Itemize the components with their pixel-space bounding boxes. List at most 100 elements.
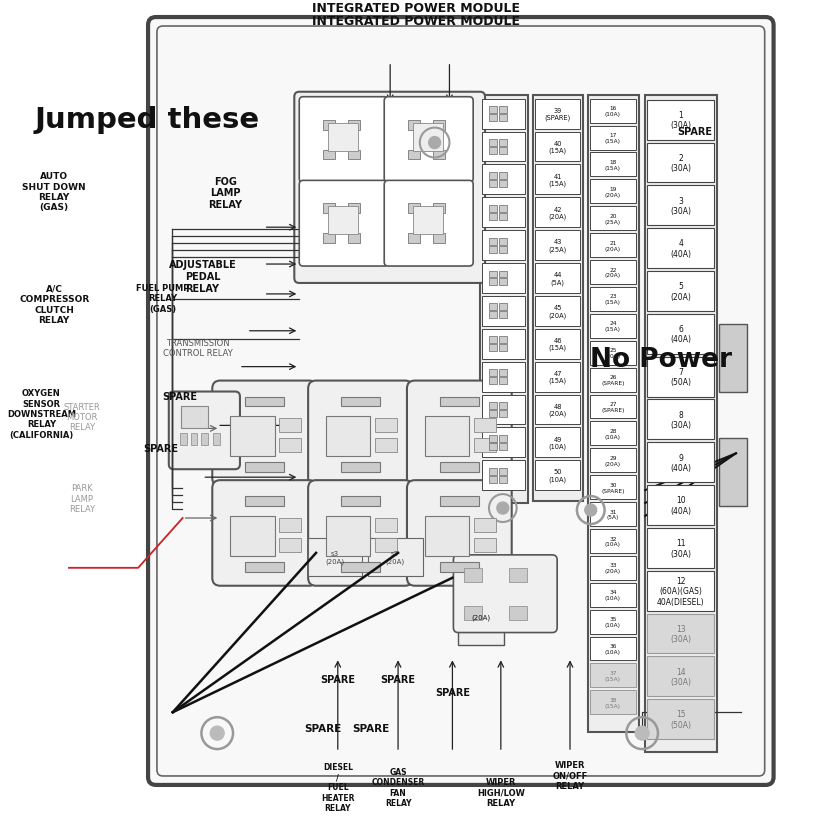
Bar (499, 214, 507, 220)
Bar (489, 140, 497, 147)
Bar (482, 133, 524, 162)
Bar (499, 140, 507, 147)
Bar (482, 395, 524, 425)
Bar (533, 96, 583, 501)
Text: INTEGRATED POWER MODULE: INTEGRATED POWER MODULE (312, 15, 520, 28)
Bar (489, 337, 497, 344)
Bar (464, 568, 482, 582)
Bar (535, 133, 580, 162)
Bar (647, 186, 714, 226)
Bar (589, 610, 636, 634)
Bar (489, 468, 497, 475)
Text: 41
(15A): 41 (15A) (548, 174, 566, 187)
FancyBboxPatch shape (212, 381, 317, 486)
Bar (647, 229, 714, 269)
Bar (328, 124, 358, 152)
Text: s2
(20A): s2 (20A) (386, 550, 404, 564)
Bar (588, 96, 640, 732)
Bar (499, 148, 507, 155)
Bar (589, 287, 636, 311)
Bar (408, 151, 420, 161)
Text: (20A): (20A) (472, 613, 491, 620)
Bar (408, 120, 420, 130)
Bar (647, 400, 714, 440)
FancyBboxPatch shape (454, 555, 557, 633)
FancyBboxPatch shape (308, 381, 413, 486)
Text: 11
(30A): 11 (30A) (670, 539, 691, 558)
Bar (279, 439, 301, 453)
Text: 5
(20A): 5 (20A) (670, 282, 691, 301)
Bar (489, 312, 497, 319)
Bar (535, 165, 580, 195)
Text: 45
(20A): 45 (20A) (548, 305, 567, 319)
Bar (245, 463, 284, 473)
Text: 13
(30A): 13 (30A) (670, 624, 691, 644)
Bar (348, 151, 359, 161)
Text: WIPER
HIGH/LOW
RELAY: WIPER HIGH/LOW RELAY (477, 777, 524, 807)
Bar (328, 207, 358, 235)
Bar (368, 538, 423, 576)
Bar (499, 369, 507, 377)
Text: 12
(60A)(GAS)
40A(DIESEL): 12 (60A)(GAS) 40A(DIESEL) (657, 576, 704, 606)
Bar (647, 657, 714, 696)
Text: 14
(30A): 14 (30A) (670, 667, 691, 686)
Bar (499, 206, 507, 212)
Circle shape (635, 726, 649, 740)
Bar (647, 486, 714, 525)
Bar (408, 204, 420, 214)
Text: 17
(15A): 17 (15A) (605, 133, 621, 144)
Bar (535, 198, 580, 228)
Bar (499, 468, 507, 475)
Bar (489, 271, 497, 278)
Text: SPARE: SPARE (677, 127, 713, 137)
Bar (245, 397, 284, 407)
Bar (489, 378, 497, 385)
Text: 15
(50A): 15 (50A) (670, 709, 691, 729)
Bar (535, 460, 580, 491)
Bar (719, 439, 747, 506)
Bar (482, 428, 524, 458)
Bar (432, 234, 445, 244)
Bar (323, 234, 335, 244)
Text: 22
(20A): 22 (20A) (605, 267, 621, 278)
Bar (589, 690, 636, 714)
Circle shape (429, 138, 441, 149)
Bar (489, 443, 497, 450)
Bar (589, 503, 636, 527)
Bar (509, 606, 527, 620)
Bar (647, 357, 714, 397)
Text: SPARE: SPARE (435, 687, 470, 698)
Text: OXYGEN
SENSOR
DOWNSTREAM
RELAY
(CALIFORNIA): OXYGEN SENSOR DOWNSTREAM RELAY (CALIFORN… (7, 389, 76, 439)
Bar (535, 395, 580, 425)
Text: 26
(SPARE): 26 (SPARE) (601, 375, 625, 386)
Text: 8
(30A): 8 (30A) (670, 410, 691, 430)
Text: Jumped these: Jumped these (34, 106, 259, 133)
Bar (326, 517, 371, 556)
Bar (489, 436, 497, 442)
Bar (535, 329, 580, 360)
Bar (432, 151, 445, 161)
Bar (589, 663, 636, 687)
Bar (245, 496, 284, 506)
Bar (589, 476, 636, 500)
Bar (489, 304, 497, 311)
Bar (489, 402, 497, 410)
Bar (589, 314, 636, 338)
Bar (474, 439, 496, 453)
Text: A/C
COMPRESSOR
CLUTCH
RELAY: A/C COMPRESSOR CLUTCH RELAY (19, 284, 90, 324)
Bar (647, 272, 714, 311)
Text: WIPER
ON/OFF
RELAY: WIPER ON/OFF RELAY (552, 760, 588, 790)
Bar (279, 518, 301, 532)
Bar (341, 463, 381, 473)
Bar (323, 204, 335, 214)
Text: FUEL PUMP
RELAY
(GAS): FUEL PUMP RELAY (GAS) (136, 283, 190, 314)
FancyBboxPatch shape (384, 181, 473, 267)
Bar (647, 528, 714, 568)
Bar (323, 151, 335, 161)
Bar (589, 449, 636, 473)
Bar (499, 304, 507, 311)
Text: 3
(30A): 3 (30A) (670, 197, 691, 215)
Text: INTEGRATED POWER MODULE: INTEGRATED POWER MODULE (312, 2, 520, 15)
Text: 49
(10A): 49 (10A) (548, 436, 566, 450)
Text: SPARE: SPARE (353, 723, 390, 733)
